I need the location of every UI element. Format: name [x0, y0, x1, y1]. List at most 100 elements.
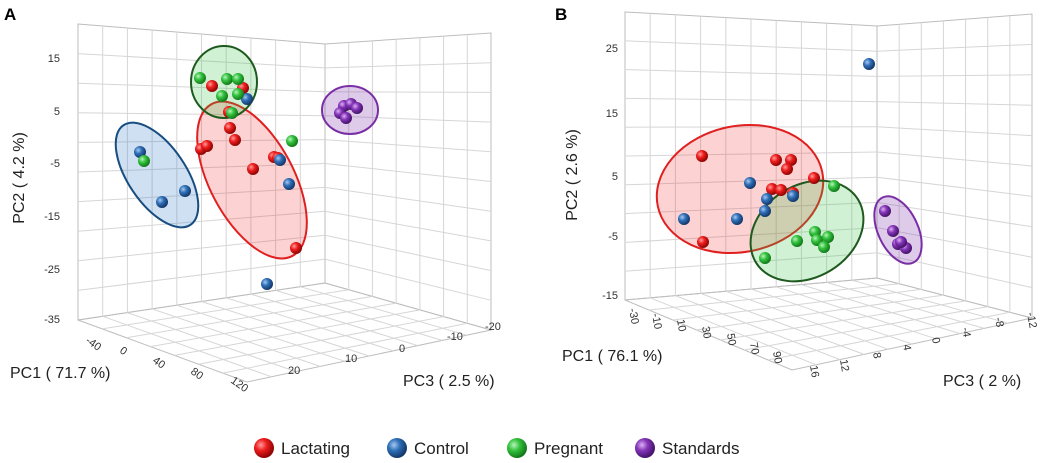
legend-label-standards: Standards [662, 439, 740, 458]
legend-label-control: Control [414, 439, 469, 458]
point-b-lactating-7 [775, 184, 787, 196]
point-b-control-5 [759, 205, 771, 217]
grid-b-floor-v-1 [650, 297, 817, 366]
point-b-standards-5 [895, 236, 907, 248]
legend-item-lactating: Lactating [254, 438, 350, 458]
grid-b-right-h-6 [876, 176, 1033, 197]
point-a-lactating-1 [206, 80, 218, 92]
x-tick-b-neg10: -10 [649, 312, 664, 330]
x-tick-b-30: 30 [699, 325, 713, 339]
legend-item-control: Control [387, 438, 469, 458]
y-axis-label-b: PC2 ( 2.6 %) [564, 129, 581, 221]
grid-a-floor-v-4 [176, 304, 345, 362]
grid-b-floor-v-3 [700, 292, 865, 355]
legend-label-pregnant: Pregnant [534, 439, 603, 458]
back-wall-right-b [876, 13, 1033, 319]
point-b-lactating-3 [770, 154, 782, 166]
point-a-control-3 [156, 196, 168, 208]
z-tick-a-10: 10 [345, 353, 357, 365]
point-a-control-4 [241, 93, 253, 105]
point-b-lactating-4 [785, 154, 797, 166]
point-a-pregnant-3 [221, 73, 233, 85]
z-tick-b-neg4: -4 [959, 326, 973, 338]
point-b-pregnant-7 [828, 180, 840, 192]
grid-a-right-h-9 [324, 258, 492, 301]
panel-a: A [4, 5, 501, 395]
grid-b-floor-v-7 [801, 284, 961, 335]
legend: Lactating Control Pregnant Standards [254, 438, 740, 458]
legend-swatch-control [387, 438, 407, 458]
point-a-standards-3 [351, 102, 363, 114]
grid-b-floor-v-6 [776, 286, 937, 340]
point-a-pregnant-7 [226, 107, 238, 119]
y-tick-a-15: 15 [48, 53, 60, 65]
grid-a-right-h-1 [324, 62, 492, 69]
point-a-pregnant-6 [232, 88, 244, 100]
x-axis-label-b: PC1 ( 76.1 %) [562, 348, 662, 365]
legend-item-pregnant: Pregnant [507, 438, 603, 458]
legend-swatch-standards [635, 438, 655, 458]
z-axis-label-a: PC3 ( 2.5 %) [403, 373, 495, 390]
data-points-b [678, 58, 912, 264]
point-b-pregnant-2 [791, 235, 803, 247]
standards-cluster-ellipse-a [321, 85, 379, 135]
x-tick-a-40: 40 [150, 355, 167, 372]
point-b-pregnant-6 [818, 241, 830, 253]
y-axis-label-a: PC2 ( 4.2 %) [11, 132, 28, 224]
point-b-standards-1 [879, 205, 891, 217]
z-tick-a-20: 20 [288, 365, 300, 377]
grid-a-right-h-8 [324, 234, 492, 272]
legend-item-standards: Standards [635, 438, 740, 458]
grid-b-right-h-8 [876, 227, 1033, 258]
grid-b-right-h-9 [876, 252, 1033, 289]
point-a-pregnant-8 [286, 135, 298, 147]
z-tick-b-12: 12 [837, 358, 851, 372]
grid-a-right-h-4 [324, 139, 492, 153]
point-b-control-6 [787, 190, 799, 202]
z-tick-b-neg8: -8 [992, 316, 1006, 328]
y-tick-a-5: 5 [54, 106, 60, 118]
grid-b-right-h-1 [876, 43, 1033, 52]
y-tick-a-neg15: -15 [44, 211, 60, 223]
x-axis-label-a: PC1 ( 71.7 %) [10, 365, 110, 382]
grid-a-right-h-5 [324, 163, 492, 182]
legend-label-lactating: Lactating [281, 439, 350, 458]
grid-b-floor-v-5 [750, 288, 913, 345]
z-tick-a-neg20: -20 [485, 321, 501, 333]
z-tick-a-0: 0 [399, 343, 405, 355]
point-a-lactating-4 [224, 122, 236, 134]
grid-b-right-h-5 [876, 151, 1033, 167]
y-tick-b-neg5: -5 [608, 231, 618, 243]
x-tick-a-120: 120 [228, 375, 250, 395]
data-points-a [134, 72, 363, 290]
point-a-lactating-7 [229, 134, 241, 146]
x-tick-a-80: 80 [188, 366, 205, 383]
grid-b-floor-v-4 [725, 290, 889, 350]
z-tick-b-16: 16 [807, 364, 821, 378]
grid-a-right-h-6 [324, 186, 492, 212]
point-b-pregnant-5 [822, 231, 834, 243]
grid-a-floor-v-8 [275, 289, 443, 341]
y-tick-b-5: 5 [612, 171, 618, 183]
point-b-standards-2 [887, 225, 899, 237]
panel-b: B [555, 5, 1039, 390]
z-tick-b-0: 0 [929, 336, 942, 344]
z-tick-b-neg12: -12 [1024, 311, 1039, 329]
point-b-lactating-9 [808, 172, 820, 184]
grid-a-floor-v-7 [250, 293, 418, 347]
point-b-pregnant-1 [759, 252, 771, 264]
y-tick-b-15: 15 [606, 108, 618, 120]
grid-b-right-h-2 [876, 74, 1033, 77]
y-tick-a-neg35: -35 [44, 314, 60, 326]
point-a-standards-5 [340, 112, 352, 124]
x-tick-b-10: 10 [674, 318, 688, 332]
grid-b-right-h-4 [876, 126, 1033, 137]
grid-b-floor-v-8 [826, 281, 985, 329]
point-a-pregnant-5 [216, 90, 228, 102]
point-a-pregnant-4 [232, 73, 244, 85]
point-b-lactating-6 [766, 183, 778, 195]
z-tick-a-neg10: -10 [447, 331, 463, 343]
grid-a-floor-v-2 [127, 312, 296, 373]
point-a-control-7 [261, 278, 273, 290]
